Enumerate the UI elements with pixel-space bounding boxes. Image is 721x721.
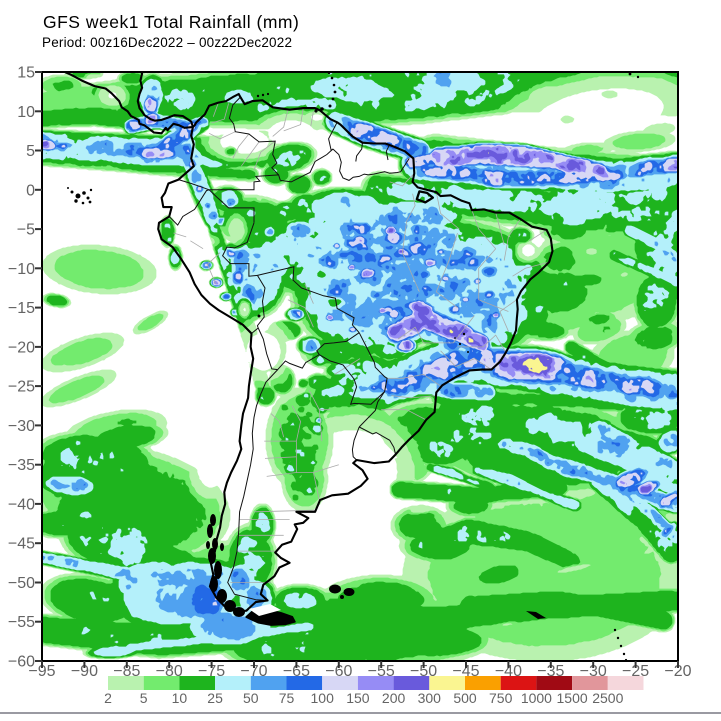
svg-text:−45: −45 [452,663,479,680]
svg-text:500: 500 [453,690,477,706]
svg-text:−25: −25 [622,663,649,680]
svg-text:−40: −40 [495,663,522,680]
svg-text:−60: −60 [325,663,352,680]
svg-text:−70: −70 [240,663,267,680]
svg-text:100: 100 [311,690,335,706]
svg-text:0: 0 [26,182,35,199]
svg-text:2: 2 [104,690,112,706]
svg-text:25: 25 [207,690,223,706]
svg-text:−10: −10 [8,261,35,278]
svg-text:−20: −20 [664,663,691,680]
svg-text:−5: −5 [17,222,35,239]
svg-text:−15: −15 [8,300,35,317]
svg-text:−40: −40 [8,496,35,513]
svg-text:−20: −20 [8,339,35,356]
svg-text:−95: −95 [28,663,55,680]
svg-text:2500: 2500 [592,690,623,706]
svg-text:75: 75 [279,690,295,706]
svg-text:−30: −30 [8,418,35,435]
svg-text:−50: −50 [410,663,437,680]
svg-text:1000: 1000 [521,690,552,706]
svg-text:−35: −35 [8,457,35,474]
svg-text:10: 10 [172,690,188,706]
svg-text:−90: −90 [71,663,98,680]
svg-text:150: 150 [346,690,370,706]
svg-text:−35: −35 [537,663,564,680]
svg-text:−30: −30 [580,663,607,680]
svg-text:−25: −25 [8,379,35,396]
svg-text:50: 50 [243,690,259,706]
svg-text:−55: −55 [8,614,35,631]
svg-text:1500: 1500 [557,690,588,706]
svg-text:5: 5 [140,690,148,706]
svg-text:300: 300 [418,690,442,706]
svg-text:−50: −50 [8,575,35,592]
svg-text:−85: −85 [113,663,140,680]
svg-text:−55: −55 [368,663,395,680]
svg-text:−65: −65 [283,663,310,680]
svg-text:−75: −75 [198,663,225,680]
svg-text:−45: −45 [8,536,35,553]
svg-text:−80: −80 [156,663,183,680]
svg-text:5: 5 [26,143,35,160]
svg-text:15: 15 [17,65,35,82]
svg-text:−60: −60 [8,654,35,671]
svg-text:10: 10 [17,104,35,121]
svg-text:750: 750 [489,690,513,706]
svg-text:200: 200 [382,690,406,706]
